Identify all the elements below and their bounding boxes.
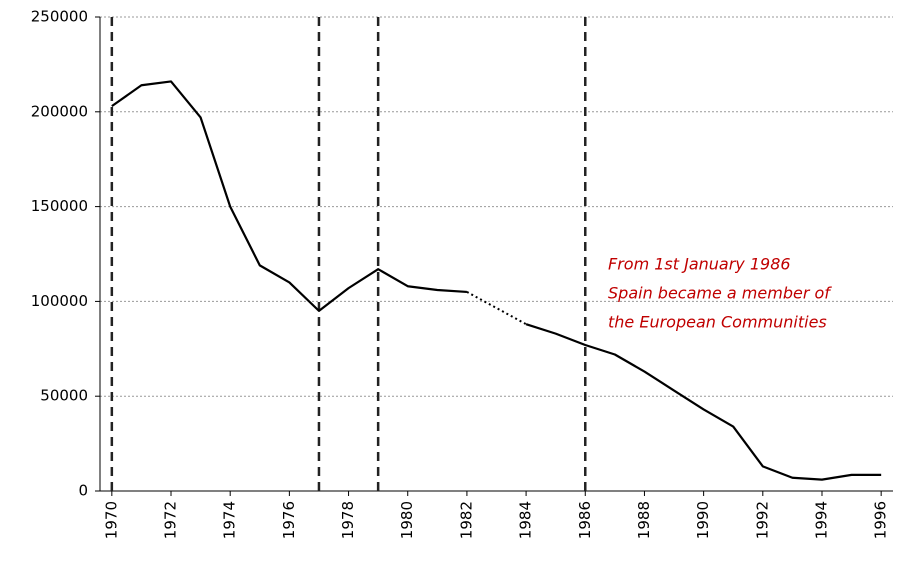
x-tick-label: 1976 [280, 501, 298, 539]
x-tick-label: 1988 [635, 501, 653, 539]
x-tick-label: 1984 [517, 501, 535, 539]
x-tick-label: 1972 [162, 501, 180, 539]
x-tick-label: 1992 [753, 501, 771, 539]
x-tick-label: 1982 [457, 501, 475, 539]
x-tick-label: 1970 [102, 501, 120, 539]
x-tick-label: 1996 [872, 501, 890, 539]
x-tick-label: 1994 [812, 501, 830, 539]
y-tick-label: 0 [78, 482, 88, 500]
y-tick-label: 200000 [31, 102, 88, 120]
x-tick-label: 1974 [221, 501, 239, 539]
y-tick-label: 150000 [31, 197, 88, 215]
annotation: the European Communities [608, 313, 827, 332]
x-tick-label: 1986 [576, 501, 594, 539]
y-tick-label: 50000 [40, 387, 88, 405]
annotation: From 1st January 1986 [608, 255, 791, 274]
x-tick-label: 1990 [694, 501, 712, 539]
y-tick-label: 250000 [31, 8, 88, 26]
y-tick-label: 100000 [31, 292, 88, 310]
gap-connector [466, 291, 527, 326]
annotation: Spain became a member of [608, 284, 832, 303]
x-tick-label: 1978 [339, 501, 357, 539]
data-line [111, 80, 882, 481]
x-tick-label: 1980 [398, 501, 416, 539]
